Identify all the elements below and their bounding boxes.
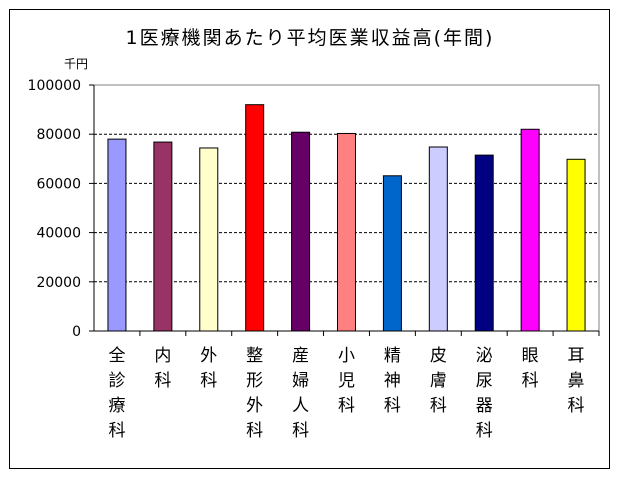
- bar: [245, 104, 265, 332]
- y-tick-label: 80000: [36, 127, 81, 143]
- bar: [337, 132, 356, 332]
- x-category-label: 小児科: [338, 346, 355, 416]
- bar: [520, 128, 540, 332]
- bar: [291, 131, 311, 332]
- y-tick-label: 100000: [28, 78, 81, 94]
- bar: [153, 141, 173, 332]
- bar: [428, 146, 448, 332]
- y-tick-label: 20000: [36, 275, 81, 291]
- y-axis-unit-label: 千円: [64, 57, 89, 71]
- bar: [382, 175, 402, 332]
- bar: [199, 147, 219, 332]
- bar: [474, 154, 494, 332]
- x-category-label: 産婦人科: [292, 346, 309, 441]
- x-category-label: 全診療科: [108, 346, 125, 441]
- x-category-label: 整形外科: [246, 346, 263, 441]
- x-category-label: 眼科: [522, 346, 539, 391]
- x-category-label: 精神科: [384, 346, 401, 416]
- x-category-label: 泌尿器科: [476, 346, 493, 441]
- y-tick-label: 0: [72, 324, 81, 340]
- x-category-label: 皮膚科: [430, 346, 447, 416]
- x-category-label: 内科: [154, 346, 171, 391]
- x-category-label: 外科: [200, 346, 217, 391]
- y-tick-label: 60000: [36, 176, 81, 192]
- bar: [566, 158, 586, 332]
- x-category-label: 耳鼻科: [568, 346, 585, 416]
- y-tick-label: 40000: [36, 226, 81, 242]
- bar: [107, 138, 127, 332]
- chart-title: 1医療機関あたり平均医業収益高(年間): [125, 27, 495, 49]
